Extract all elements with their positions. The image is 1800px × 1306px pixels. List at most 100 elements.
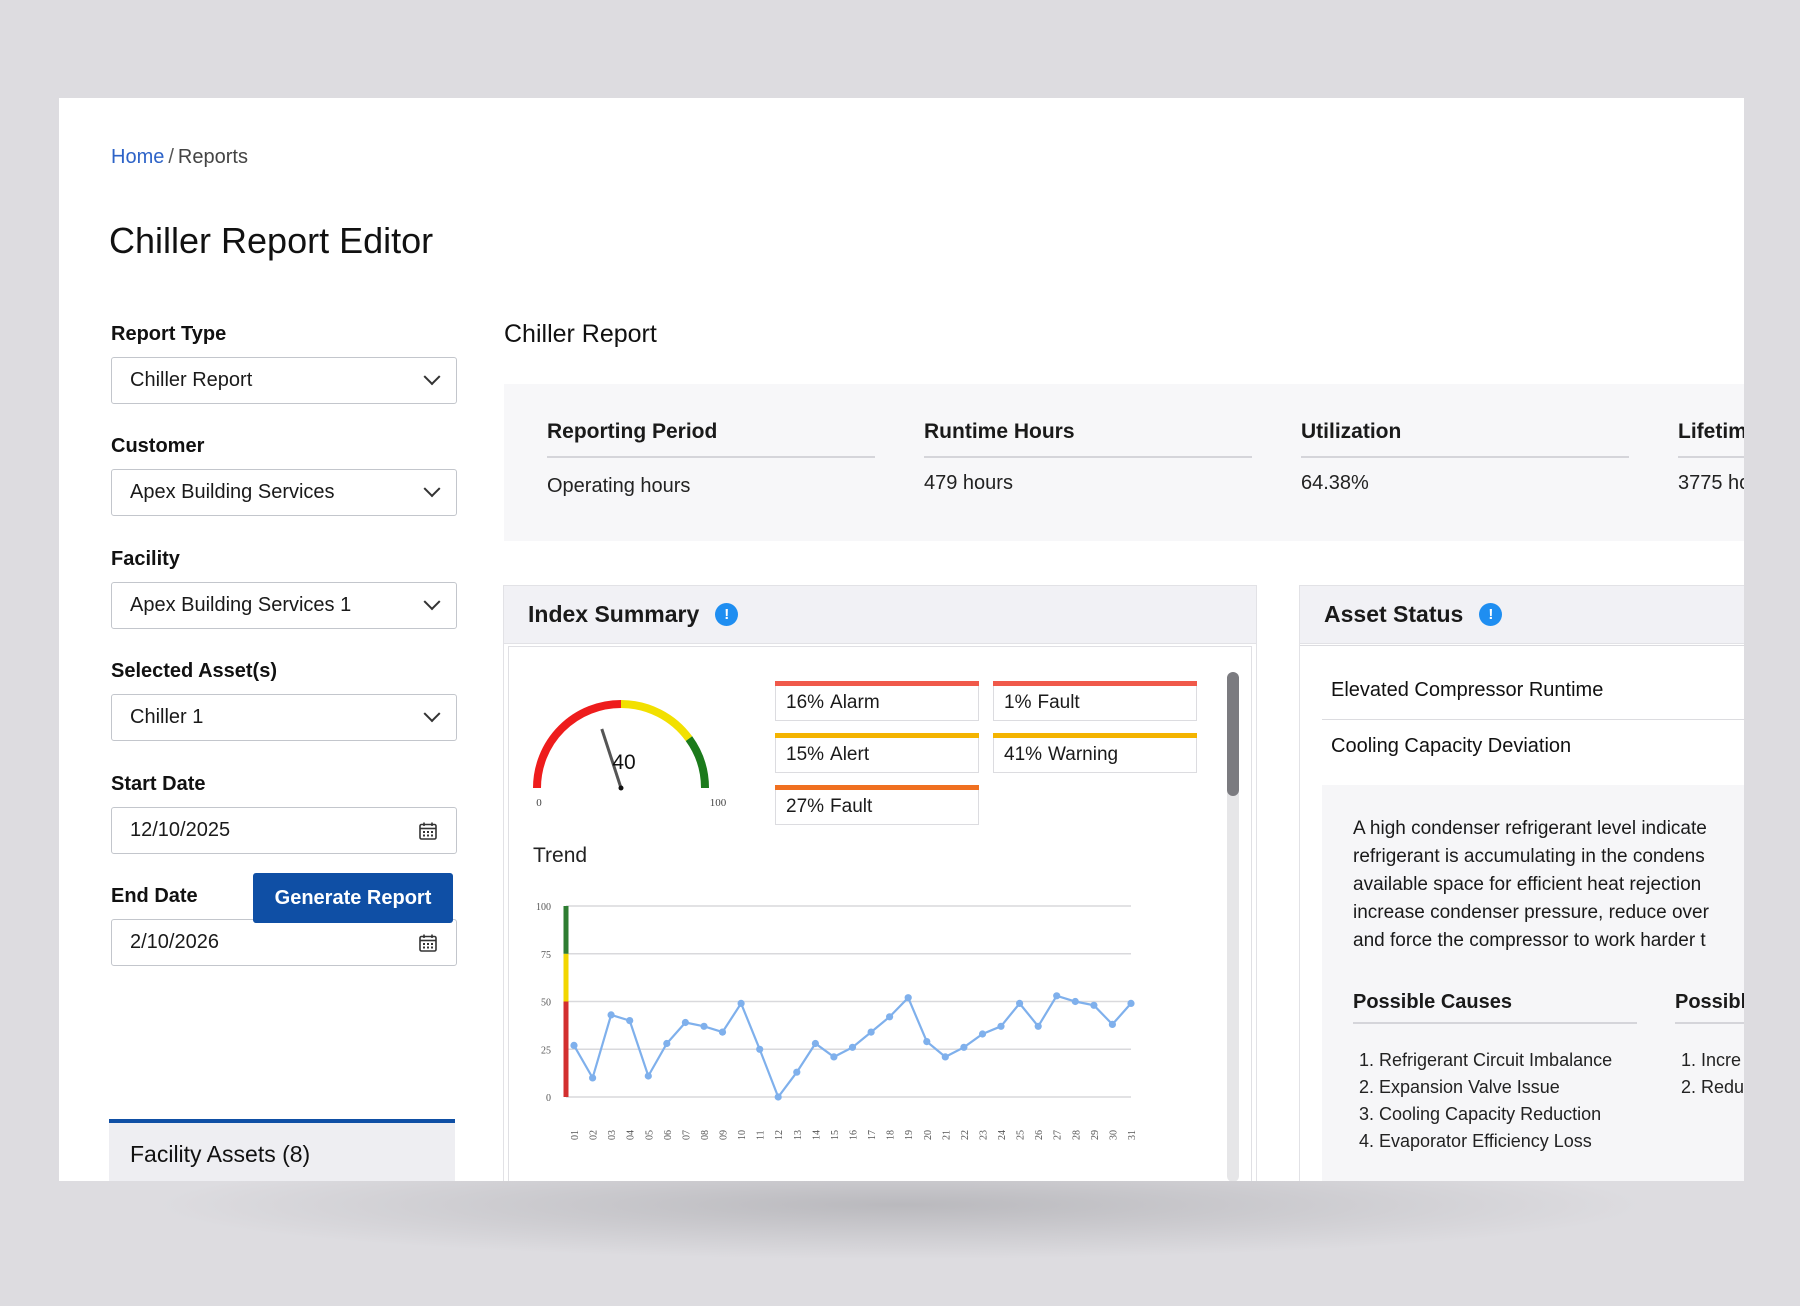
kpi-label: Runtime Hours [924,420,1252,458]
trend-point [1034,1022,1042,1030]
page-title: Chiller Report Editor [109,220,434,261]
index-summary-scrollbar[interactable] [1227,672,1239,1181]
trend-point [1016,999,1024,1007]
trend-point [941,1053,949,1061]
start-date-input[interactable]: 12/10/2025 [111,807,457,854]
tile-percent: 16% [786,692,825,713]
index-tile-warning: 41% Warning [993,733,1197,773]
x-tick-label: 19 [904,1130,915,1140]
trend-point [923,1038,931,1046]
calendar-icon[interactable] [418,933,438,953]
gauge-pivot [618,785,624,791]
issue-detail-box: A high condenser refrigerant level indic… [1322,785,1744,1181]
chevron-down-icon [423,367,441,385]
trend-point [793,1068,801,1076]
x-tick-label: 25 [1016,1130,1027,1140]
x-tick-label: 27 [1053,1130,1064,1140]
trend-point [700,1022,708,1030]
kpi-label: Reporting Period [547,420,875,458]
tile-color-bar [775,785,979,790]
breadcrumb-separator: / [168,146,174,168]
gauge-max-label: 100 [710,797,727,809]
trend-point [681,1018,689,1027]
index-tile-fault-2: 27% Fault [775,785,979,825]
description-line: A high condenser refrigerant level indic… [1353,818,1707,839]
x-tick-label: 29 [1090,1130,1101,1140]
index-summary-header: Index Summary ! [504,586,1256,644]
x-tick-label: 20 [923,1130,934,1140]
tile-percent: 27% [786,796,825,817]
assets-select[interactable]: Chiller 1 [111,694,457,741]
gauge-red-arc [533,700,622,789]
x-tick-label: 05 [644,1130,655,1140]
chevron-down-icon [423,704,441,722]
index-tile-alert: 15% Alert [775,733,979,773]
x-tick-label: 17 [867,1130,878,1140]
report-type-select[interactable]: Chiller Report [111,357,457,404]
scrollbar-thumb[interactable] [1227,672,1239,796]
asset-status-header: Asset Status ! [1300,586,1744,644]
report-type-label: Report Type [111,323,227,345]
y-tick-label: 50 [541,998,551,1009]
trend-point [904,994,912,1002]
assets-value: Chiller 1 [130,706,204,728]
tile-color-bar [993,681,1197,686]
facility-select[interactable]: Apex Building Services 1 [111,582,457,629]
kpi-utilization: Utilization 64.38% [1301,420,1629,495]
tile-percent: 15% [786,744,825,765]
end-date-label: End Date [111,885,198,907]
index-summary-panel: Index Summary ! 40 0 100 16% Alarm 1% Faul… [503,585,1257,1181]
index-summary-title: Index Summary [528,601,700,627]
facility-assets-tab[interactable]: Facility Assets (8) [109,1119,455,1181]
kpi-value: 3775 hc [1678,472,1744,494]
divider [1322,719,1744,720]
x-tick-label: 06 [663,1130,674,1140]
x-tick-label: 07 [681,1130,692,1140]
x-tick-label: 10 [737,1130,748,1140]
description-line: refrigerant is accumulating in the conde… [1353,846,1705,867]
kpi-label: Lifetim [1678,420,1744,458]
generate-report-button[interactable]: Generate Report [253,873,453,923]
gauge-min-label: 0 [536,797,542,809]
calendar-icon[interactable] [418,821,438,841]
trend-point [607,1011,615,1019]
list-item: 2. Expansion Valve Issue [1359,1077,1560,1097]
breadcrumb: Home / Reports [111,146,248,169]
info-icon[interactable]: ! [715,603,739,626]
x-tick-label: 22 [960,1130,971,1140]
x-tick-label: 16 [849,1130,860,1140]
x-tick-label: 08 [700,1130,711,1140]
customer-value: Apex Building Services [130,481,335,503]
trend-point [1127,999,1135,1007]
asset-status-title: Asset Status [1324,601,1464,627]
kpi-strip: Reporting Period Operating hours Runtime… [504,384,1744,541]
trend-point [1108,1020,1116,1028]
facility-field: Facility Apex Building Services 1 [111,548,457,629]
trend-point [886,1013,894,1021]
y-tick-label: 25 [541,1045,551,1056]
end-date-input[interactable]: 2/10/2026 [111,919,457,966]
gauge-needle [600,728,623,789]
start-date-value: 12/10/2025 [130,819,231,841]
trend-point [960,1043,968,1051]
tile-label: Fault [830,796,873,817]
kpi-runtime-hours: Runtime Hours 479 hours [924,420,1252,495]
trend-point [867,1028,875,1036]
customer-select[interactable]: Apex Building Services [111,469,457,516]
assets-label: Selected Asset(s) [111,660,277,682]
x-tick-label: 11 [756,1130,767,1140]
y-tick-label: 0 [546,1093,551,1104]
x-tick-label: 28 [1071,1130,1082,1140]
x-tick-label: 30 [1108,1130,1119,1140]
breadcrumb-home-link[interactable]: Home [111,146,165,168]
chevron-down-icon [423,479,441,497]
list-item: 1. Refrigerant Circuit Imbalance [1359,1050,1613,1070]
assets-field: Selected Asset(s) Chiller 1 [111,660,457,741]
trend-point [1071,997,1079,1006]
asset-status-panel: Asset Status ! Elevated Compressor Runti… [1299,585,1744,1181]
x-tick-label: 01 [570,1130,581,1140]
issue-item[interactable]: Cooling Capacity Deviation [1331,735,1572,757]
gauge-green-arc [685,736,709,789]
info-icon[interactable]: ! [1479,603,1503,626]
issue-item[interactable]: Elevated Compressor Runtime [1331,679,1604,701]
